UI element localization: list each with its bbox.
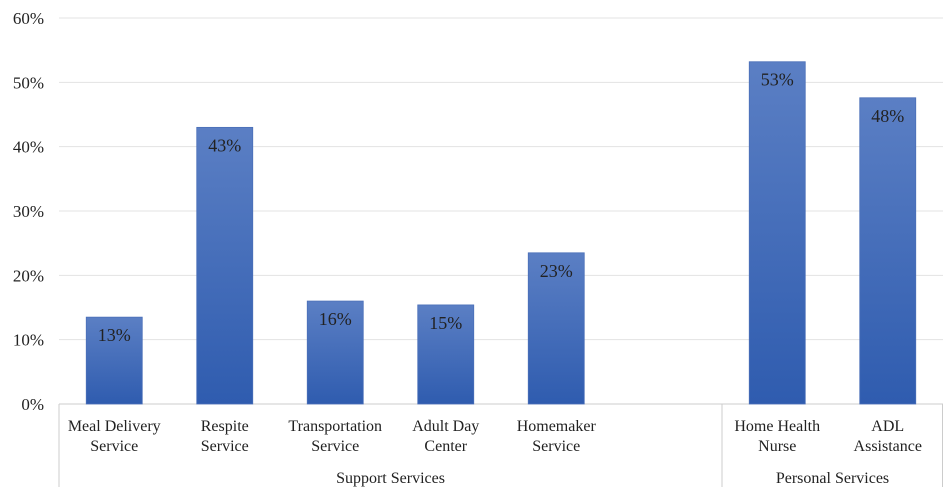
data-labels: 13% 43% 16% 15% 23% 53% 48%: [98, 70, 905, 345]
x-axis-groups: Support Services Personal Services: [58, 404, 943, 487]
data-label: 48%: [871, 106, 904, 126]
bars: [85, 61, 917, 405]
x-axis-categories: Meal Delivery Service Respite Service Transp…: [68, 418, 922, 455]
x-tick-label: ADL: [871, 418, 904, 435]
x-tick-label: Transportation: [288, 418, 382, 435]
x-tick-label: Center: [424, 438, 467, 455]
bar: [196, 126, 254, 405]
x-tick-label: Assistance: [854, 438, 922, 455]
x-tick-label: Homemaker: [517, 418, 597, 435]
data-label: 23%: [540, 261, 573, 281]
x-tick-label: Service: [311, 438, 359, 455]
y-tick-label: 30%: [13, 202, 44, 221]
y-tick-label: 10%: [13, 331, 44, 350]
bar: [306, 300, 364, 405]
x-tick-label: Service: [532, 438, 580, 455]
y-tick-label: 60%: [13, 9, 44, 28]
x-tick-label: Adult Day: [412, 418, 479, 435]
y-tick-label: 50%: [13, 73, 44, 92]
gridlines: [59, 17, 943, 405]
bar: [417, 304, 475, 405]
x-tick-label: Nurse: [758, 438, 796, 455]
group-label: Personal Services: [776, 470, 889, 487]
y-tick-label: 20%: [13, 266, 44, 285]
bar: [85, 316, 143, 405]
x-tick-label: Respite: [201, 418, 249, 435]
bar: [748, 61, 806, 405]
data-label: 16%: [319, 309, 352, 329]
x-tick-label: Home Health: [734, 418, 820, 435]
x-tick-label: Service: [201, 438, 249, 455]
y-axis-ticks: 0% 10% 20% 30% 40% 50% 60%: [13, 9, 44, 414]
bar: [527, 252, 585, 405]
data-label: 15%: [429, 313, 462, 333]
bar: [859, 97, 917, 405]
y-tick-label: 40%: [13, 138, 44, 157]
data-label: 43%: [208, 135, 241, 155]
y-tick-label: 0%: [21, 395, 44, 414]
x-tick-label: Service: [90, 438, 138, 455]
data-label: 13%: [98, 325, 131, 345]
x-tick-label: Meal Delivery: [68, 418, 161, 435]
group-label: Support Services: [336, 470, 445, 487]
data-label: 53%: [761, 70, 794, 90]
